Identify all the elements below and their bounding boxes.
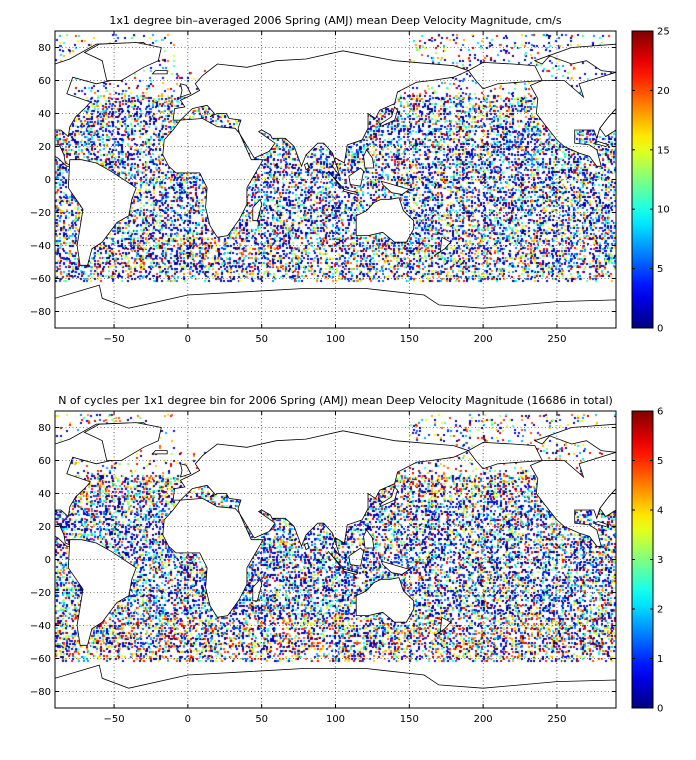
coastline bbox=[151, 450, 168, 455]
cycles-map-panel: N of cycles per 1x1 degree bin for 2006 … bbox=[30, 394, 663, 725]
coastline bbox=[151, 70, 168, 75]
y-tick-label: 60 bbox=[38, 456, 51, 467]
coastline bbox=[355, 577, 415, 623]
y-tick-label: −60 bbox=[30, 274, 51, 285]
x-tick-label: 200 bbox=[474, 334, 493, 345]
coastline bbox=[162, 497, 264, 618]
x-tick-label: −50 bbox=[103, 334, 124, 345]
y-tick-label: −20 bbox=[30, 208, 51, 219]
colorbar-tick-label: 10 bbox=[657, 205, 670, 216]
coastline bbox=[55, 284, 616, 328]
coastline bbox=[434, 236, 452, 256]
coastline bbox=[304, 542, 310, 551]
coastline bbox=[363, 148, 375, 169]
coastline bbox=[83, 422, 162, 461]
colorbar-tick-label: 0 bbox=[657, 704, 663, 715]
colorbar-tick-label: 6 bbox=[657, 407, 663, 418]
x-tick-label: −50 bbox=[103, 714, 124, 725]
coastline bbox=[355, 197, 415, 243]
coastline bbox=[179, 463, 192, 478]
y-tick-label: −80 bbox=[30, 687, 51, 698]
coastline bbox=[83, 42, 162, 81]
colorbar bbox=[631, 410, 654, 709]
y-tick-label: −80 bbox=[30, 307, 51, 318]
x-tick-label: 100 bbox=[326, 334, 345, 345]
grid-lines bbox=[55, 411, 616, 708]
coastline bbox=[55, 664, 616, 708]
y-tick-label: 40 bbox=[38, 489, 51, 500]
coastlines bbox=[55, 42, 616, 328]
colorbar bbox=[631, 30, 654, 329]
y-tick-label: 80 bbox=[38, 43, 51, 54]
coastline bbox=[162, 118, 264, 238]
coastlines bbox=[55, 422, 616, 708]
colorbar-tick-label: 5 bbox=[657, 264, 663, 275]
colorbar-tick-label: 4 bbox=[657, 506, 663, 517]
coastline bbox=[67, 159, 137, 266]
x-tick-label: 200 bbox=[474, 714, 493, 725]
coastline bbox=[172, 430, 470, 557]
colorbar-tick-label: 5 bbox=[657, 456, 663, 467]
x-tick-label: 150 bbox=[400, 714, 419, 725]
y-tick-label: −20 bbox=[30, 588, 51, 599]
y-tick-label: −60 bbox=[30, 654, 51, 665]
coastline bbox=[179, 83, 192, 98]
coastline bbox=[380, 180, 411, 195]
coastline bbox=[378, 106, 398, 128]
coastline bbox=[252, 198, 263, 222]
coastline bbox=[363, 528, 375, 549]
coastline bbox=[304, 162, 310, 171]
y-tick-label: 60 bbox=[38, 76, 51, 87]
x-tick-label: 50 bbox=[255, 714, 268, 725]
coastline bbox=[380, 560, 411, 575]
coastline bbox=[378, 486, 398, 508]
x-tick-label: 0 bbox=[185, 714, 191, 725]
colorbar-tick-label: 2 bbox=[657, 605, 663, 616]
colorbar-tick-label: 25 bbox=[657, 27, 670, 38]
x-tick-label: 250 bbox=[547, 334, 566, 345]
velocity-map-panel: 1x1 degree bin–averaged 2006 Spring (AMJ… bbox=[30, 14, 670, 345]
coastline bbox=[592, 521, 610, 527]
chart-title: N of cycles per 1x1 degree bin for 2006 … bbox=[58, 394, 613, 407]
coastline bbox=[348, 167, 365, 187]
y-tick-label: −40 bbox=[30, 241, 51, 252]
coastline bbox=[348, 547, 365, 567]
x-tick-label: 100 bbox=[326, 714, 345, 725]
y-tick-label: 0 bbox=[45, 555, 51, 566]
coastline bbox=[252, 578, 263, 602]
x-tick-label: 0 bbox=[185, 334, 191, 345]
chart-title: 1x1 degree bin–averaged 2006 Spring (AMJ… bbox=[109, 14, 561, 27]
coastline bbox=[592, 141, 610, 147]
x-tick-label: 250 bbox=[547, 714, 566, 725]
colorbar-tick-label: 20 bbox=[657, 86, 670, 97]
coastline bbox=[342, 188, 359, 195]
x-tick-label: 150 bbox=[400, 334, 419, 345]
y-tick-label: 40 bbox=[38, 109, 51, 120]
y-tick-label: 20 bbox=[38, 142, 51, 153]
colorbar-tick-label: 3 bbox=[657, 555, 663, 566]
coastline bbox=[327, 171, 345, 190]
coastline bbox=[533, 43, 616, 73]
coastline bbox=[533, 423, 616, 453]
y-tick-label: 80 bbox=[38, 423, 51, 434]
grid-lines bbox=[55, 31, 616, 328]
coastline bbox=[467, 441, 616, 547]
y-tick-label: 0 bbox=[45, 175, 51, 186]
colorbar-tick-label: 1 bbox=[657, 654, 663, 665]
coastline bbox=[342, 568, 359, 575]
coastline bbox=[467, 61, 616, 167]
y-tick-label: 20 bbox=[38, 522, 51, 533]
y-tick-label: −40 bbox=[30, 621, 51, 632]
colorbar-tick-label: 15 bbox=[657, 145, 670, 156]
coastline bbox=[67, 539, 137, 646]
coastline bbox=[434, 616, 452, 636]
x-tick-label: 50 bbox=[255, 334, 268, 345]
colorbar-tick-label: 0 bbox=[657, 324, 663, 335]
coastline bbox=[172, 50, 470, 177]
coastline bbox=[327, 551, 345, 570]
